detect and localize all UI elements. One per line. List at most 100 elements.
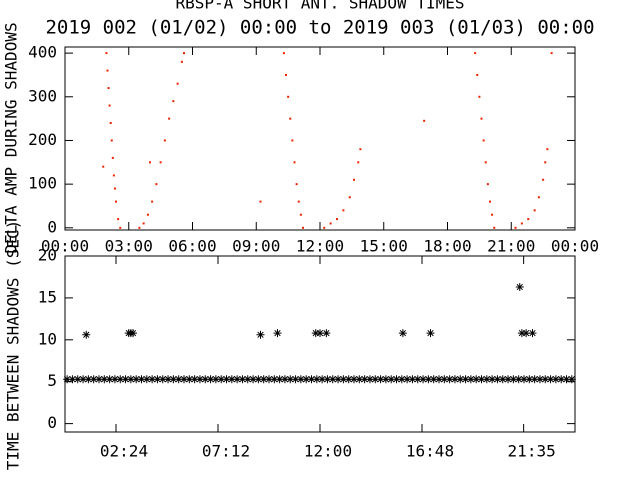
data-point [206, 375, 215, 384]
data-point [514, 375, 523, 384]
data-point [121, 375, 130, 384]
data-point [138, 226, 141, 229]
data-point [477, 375, 486, 384]
y-axis-label: TIME BETWEEN SHADOWS (SEC) [4, 220, 23, 470]
data-point [107, 87, 110, 90]
data-point [533, 209, 536, 212]
data-point [403, 375, 412, 384]
chart-title: RBSP-A SHORT ANT. SHADOW TIMES [176, 0, 465, 13]
data-point [256, 330, 265, 339]
data-point [450, 375, 459, 384]
data-point [498, 375, 507, 384]
data-point [489, 200, 491, 203]
data-point [550, 52, 553, 55]
data-point [195, 375, 204, 384]
data-point [115, 200, 117, 203]
y-tick-label: 0 [47, 217, 57, 236]
data-point [185, 375, 194, 384]
y-axis-label: DELTA AMP DURING SHADOWS [2, 22, 21, 253]
data-point [546, 375, 555, 384]
y-tick-label: 100 [28, 174, 57, 193]
data-point [544, 161, 547, 164]
data-point [530, 375, 539, 384]
data-point [111, 156, 114, 159]
data-point [112, 174, 115, 177]
data-point [528, 329, 537, 338]
x-tick-label: 03:00 [105, 237, 153, 256]
data-point [541, 375, 550, 384]
data-point [222, 375, 231, 384]
data-point [429, 375, 438, 384]
data-point [514, 226, 517, 229]
data-point [359, 148, 362, 151]
data-point [100, 375, 109, 384]
data-point [254, 375, 263, 384]
data-point [350, 375, 358, 384]
x-tick-label: 12:00 [304, 442, 352, 461]
data-point [493, 226, 496, 229]
data-point [365, 375, 374, 384]
data-point [397, 375, 406, 384]
data-point [172, 100, 175, 103]
data-point [265, 375, 273, 384]
data-point [387, 375, 396, 384]
data-point [307, 375, 316, 384]
x-tick-label: 09:00 [232, 237, 280, 256]
data-point [357, 161, 360, 164]
data-point [73, 375, 82, 384]
data-point [287, 95, 290, 98]
data-point [316, 329, 324, 338]
data-point [537, 196, 540, 199]
data-point [522, 329, 531, 338]
data-point [132, 375, 141, 384]
data-point [211, 375, 220, 384]
data-point [117, 218, 120, 221]
data-point [353, 178, 355, 181]
data-point [259, 375, 268, 384]
data-point [381, 375, 390, 384]
data-point [302, 226, 304, 229]
data-point [227, 375, 236, 384]
data-point [478, 95, 481, 98]
data-point [419, 375, 428, 384]
y-tick-label: 200 [28, 130, 57, 149]
x-tick-label: 15:00 [360, 237, 408, 256]
data-point [89, 375, 98, 384]
data-point [542, 178, 545, 181]
x-tick-label: 00:00 [41, 237, 89, 256]
data-point [493, 375, 502, 384]
data-point [517, 329, 526, 338]
data-point [311, 329, 320, 338]
data-point [348, 196, 351, 199]
y-tick-label: 20 [38, 246, 57, 265]
data-point [562, 375, 571, 384]
data-point [440, 375, 449, 384]
data-point [275, 375, 284, 384]
data-point [176, 82, 179, 85]
data-point [116, 375, 125, 384]
data-point [291, 375, 300, 384]
data-point [282, 52, 285, 55]
data-point [472, 375, 481, 384]
data-point [480, 117, 483, 120]
data-point [190, 375, 199, 384]
data-point [355, 375, 364, 384]
data-point [398, 329, 407, 338]
data-point [296, 375, 305, 384]
data-point [126, 375, 135, 384]
data-point [336, 218, 338, 221]
data-point [557, 375, 566, 384]
data-point [318, 375, 327, 384]
data-point [129, 329, 137, 338]
data-point [360, 375, 369, 384]
data-point [491, 213, 494, 216]
data-point [289, 117, 292, 120]
data-point [201, 375, 210, 384]
data-point [525, 375, 534, 384]
x-tick-label: 12:00 [296, 237, 344, 256]
data-point [155, 183, 158, 186]
data-point [243, 375, 252, 384]
data-point [102, 165, 105, 168]
x-tick-label: 21:00 [487, 237, 535, 256]
data-point [84, 375, 93, 384]
